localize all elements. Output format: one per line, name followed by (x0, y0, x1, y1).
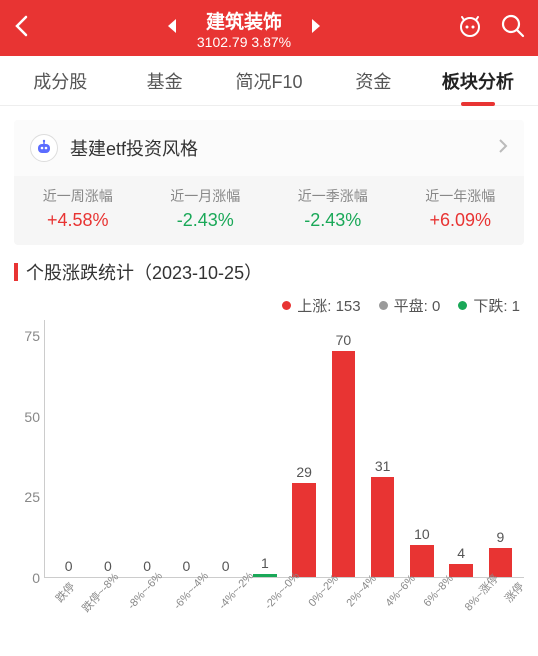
chevron-right-icon (498, 138, 508, 159)
bar-value: 9 (496, 529, 504, 545)
legend-label: 平盘: 0 (394, 295, 441, 316)
bar (449, 564, 473, 577)
bar-col: 29 (285, 464, 324, 577)
y-tick: 0 (32, 570, 40, 586)
plot-area: 0000012970311049 跌停跌停~-8%-8%~-6%-6%~-4%-… (44, 320, 524, 578)
bar-value: 0 (182, 558, 190, 574)
legend-dot-icon (458, 301, 467, 310)
bar-value: 0 (65, 558, 73, 574)
legend-item: 下跌: 1 (458, 295, 520, 316)
x-label: -8%~-6% (126, 570, 168, 615)
x-label: -2%~-0% (262, 570, 304, 615)
x-label: -6%~-4% (171, 570, 213, 615)
x-label: 0%~2% (307, 573, 344, 612)
bar (371, 477, 395, 577)
bar-value: 0 (143, 558, 151, 574)
legend-item: 上涨: 153 (282, 295, 360, 316)
tab-板块分析[interactable]: 板块分析 (426, 58, 530, 104)
tab-简况F10[interactable]: 简况F10 (217, 58, 321, 104)
chart-legend: 上涨: 153 平盘: 0 下跌: 1 (14, 295, 524, 320)
bar-col: 70 (324, 332, 363, 577)
stat-item: 近一月涨幅 -2.43% (142, 176, 270, 245)
stats-section: 个股涨跌统计（2023-10-25） 上涨: 153 平盘: 0 下跌: 1 0 25… (14, 259, 524, 640)
card-title: 基建etf投资风格 (70, 135, 498, 161)
stat-label: 近一周涨幅 (14, 186, 142, 206)
bar-value: 70 (336, 332, 352, 348)
bar-chart: 0255075 0000012970311049 跌停跌停~-8%-8%~-6%… (14, 320, 524, 640)
header-center: 建筑装饰 3102.79 3.87% (32, 7, 456, 50)
stat-value: -2.43% (269, 210, 397, 231)
x-label: 跌停~-8% (78, 569, 122, 615)
header-bar: 建筑装饰 3102.79 3.87% (0, 0, 538, 56)
stat-label: 近一月涨幅 (142, 186, 270, 206)
prev-icon[interactable] (165, 17, 179, 40)
bar-value: 1 (261, 555, 269, 571)
style-card: 基建etf投资风格 近一周涨幅 +4.58%近一月涨幅 -2.43% 近一季涨幅 -2.… (14, 120, 524, 245)
legend-item: 平盘: 0 (379, 295, 441, 316)
stat-item: 近一年涨幅 +6.09% (397, 176, 525, 245)
bar-col: 31 (363, 458, 402, 577)
assistant-icon[interactable] (456, 12, 484, 45)
y-tick: 75 (24, 328, 40, 344)
y-tick: 25 (24, 489, 40, 505)
bar (332, 351, 356, 577)
bar-col: 10 (402, 526, 441, 577)
legend-label: 下跌: 1 (473, 295, 520, 316)
bar-col: 9 (481, 529, 520, 577)
legend-dot-icon (282, 301, 291, 310)
x-label: 2%~4% (345, 573, 382, 612)
x-label: 4%~6% (383, 573, 420, 612)
stat-item: 近一周涨幅 +4.58% (14, 176, 142, 245)
stat-item: 近一季涨幅 -2.43% (269, 176, 397, 245)
index-change: 3.87% (251, 34, 291, 50)
bar-value: 4 (457, 545, 465, 561)
x-label: -4%~-2% (217, 570, 259, 615)
x-label: 8%~涨停 (461, 570, 503, 614)
x-label: 跌停 (52, 579, 79, 606)
tab-资金[interactable]: 资金 (321, 58, 425, 104)
bar (292, 483, 316, 577)
legend-label: 上涨: 153 (297, 295, 360, 316)
bar-value: 0 (222, 558, 230, 574)
bar-col: 0 (49, 558, 88, 577)
bar-col: 0 (206, 558, 245, 577)
stat-label: 近一年涨幅 (397, 186, 525, 206)
title-block: 建筑装饰 3102.79 3.87% (197, 7, 291, 50)
y-axis: 0255075 (14, 320, 44, 578)
page-title: 建筑装饰 (197, 7, 291, 34)
stat-value: -2.43% (142, 210, 270, 231)
card-header[interactable]: 基建etf投资风格 (14, 120, 524, 176)
x-label: 涨停 (501, 579, 528, 606)
tab-成分股[interactable]: 成分股 (8, 58, 112, 104)
stats-row: 近一周涨幅+4.58%近一月涨幅-2.43%近一季涨幅-2.43%近一年涨幅+6… (14, 176, 524, 245)
search-icon[interactable] (500, 13, 526, 44)
bar-value: 31 (375, 458, 391, 474)
back-icon[interactable] (12, 14, 32, 43)
bar (410, 545, 434, 577)
stat-label: 近一季涨幅 (269, 186, 397, 206)
index-value: 3102.79 (197, 34, 248, 50)
next-icon[interactable] (309, 17, 323, 40)
section-title: 个股涨跌统计（2023-10-25） (14, 259, 524, 285)
tab-基金[interactable]: 基金 (112, 58, 216, 104)
stat-value: +4.58% (14, 210, 142, 231)
tab-bar: 成分股基金简况F10资金板块分析 (0, 56, 538, 106)
stat-value: +6.09% (397, 210, 525, 231)
robot-icon (30, 134, 58, 162)
x-label: 6%~8% (421, 573, 458, 612)
bar-value: 10 (414, 526, 430, 542)
index-sub: 3102.79 3.87% (197, 34, 291, 50)
bar-value: 29 (296, 464, 312, 480)
header-right (456, 12, 526, 45)
legend-dot-icon (379, 301, 388, 310)
y-tick: 50 (24, 409, 40, 425)
